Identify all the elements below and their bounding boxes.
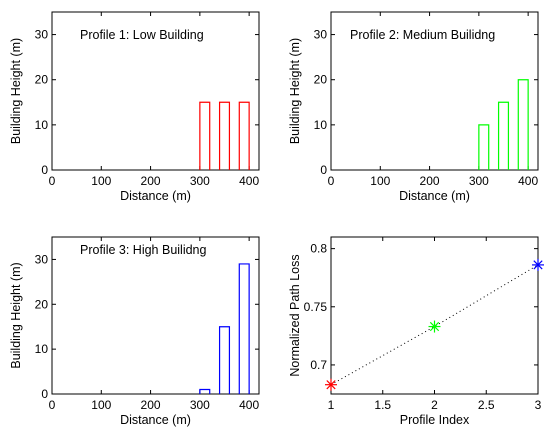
building-bar-3: [517, 79, 529, 170]
subplot-4: 1 1.5 2 2.5 3 0.7 0.75 0.8 Profile Index Normaliz…: [288, 236, 544, 427]
y-tick-label: 30: [35, 252, 49, 266]
data-point-2: [428, 320, 441, 333]
y-tick-label: 30: [35, 28, 49, 42]
y-tick-label: 30: [314, 28, 328, 42]
x-tick-label: 200: [141, 398, 161, 412]
x-axis-label: Distance (m): [120, 189, 191, 203]
y-axis-label: Building Height (m): [9, 262, 23, 368]
building-bar-2: [218, 101, 231, 170]
y-tick-label: 0.75: [304, 300, 328, 314]
y-tick-label: 0.7: [310, 358, 327, 372]
x-axis-label: Distance (m): [399, 189, 470, 203]
y-axis-label: Building Height (m): [288, 38, 302, 144]
plot-title: Profile 3: High Builidng: [80, 243, 207, 257]
data-point-3: [532, 258, 544, 271]
x-tick-label: 3: [535, 398, 542, 412]
x-tick-label: 0: [49, 398, 56, 412]
x-axis-label: Distance (m): [120, 413, 191, 427]
x-tick-label: 400: [518, 174, 538, 188]
data-point-3-stroke-3: [533, 260, 543, 270]
building-bar-1: [478, 124, 490, 170]
y-tick-label: 0: [41, 387, 48, 401]
plot-area-frame: [51, 236, 260, 395]
y-tick-label: 0: [320, 163, 327, 177]
x-tick-label: 300: [190, 398, 210, 412]
subplot-1: 0 100 200 300 400 0 10 20 30 Distance (m) Building…: [9, 11, 260, 203]
x-tick-label: 0: [328, 174, 335, 188]
plot-title: Profile 1: Low Building: [80, 28, 204, 42]
x-axis-label: Profile Index: [400, 413, 470, 427]
x-tick-label: 100: [370, 174, 390, 188]
building-bar-1: [199, 388, 211, 394]
x-tick-label: 400: [239, 174, 259, 188]
y-tick-label: 0: [41, 163, 48, 177]
y-tick-label: 20: [35, 297, 49, 311]
y-axis-label: Normalized Path Loss: [288, 254, 302, 376]
x-tick-label: 100: [91, 398, 111, 412]
y-tick-label: 10: [35, 118, 49, 132]
subplot-3: 0 100 200 300 400 0 10 20 30 Distance (m) Building…: [9, 236, 260, 427]
y-tick-label: 20: [314, 73, 328, 87]
x-tick-label: 100: [91, 174, 111, 188]
building-bar-2: [497, 101, 510, 170]
x-tick-label: 0: [49, 174, 56, 188]
y-tick-label: 0.8: [310, 242, 327, 256]
data-point-1: [325, 378, 337, 391]
x-tick-label: 2: [431, 398, 438, 412]
x-tick-label: 2.5: [478, 398, 495, 412]
x-tick-label: 200: [141, 174, 161, 188]
x-tick-label: 1.5: [374, 398, 391, 412]
y-tick-label: 10: [314, 118, 328, 132]
x-tick-label: 300: [190, 174, 210, 188]
x-tick-label: 400: [239, 398, 259, 412]
plot-area-frame: [51, 11, 260, 171]
building-bar-2: [218, 326, 231, 394]
subplot-2: 0 100 200 300 400 0 10 20 30 Distance (m) Building…: [288, 11, 539, 203]
plot-area-frame: [330, 11, 539, 171]
y-tick-label: 20: [35, 73, 49, 87]
building-bar-3: [238, 263, 250, 394]
y-axis-label: Building Height (m): [9, 38, 23, 144]
plot-area-frame: [330, 236, 539, 395]
x-tick-label: 200: [420, 174, 440, 188]
data-point-2-stroke-3: [429, 321, 440, 332]
plot-title: Profile 2: Medium Builidng: [350, 28, 495, 42]
x-tick-label: 300: [469, 174, 489, 188]
data-point-1-stroke-3: [326, 380, 336, 390]
building-bar-3: [238, 101, 250, 170]
x-tick-label: 1: [328, 398, 335, 412]
building-bar-1: [199, 101, 211, 170]
y-tick-label: 10: [35, 342, 49, 356]
